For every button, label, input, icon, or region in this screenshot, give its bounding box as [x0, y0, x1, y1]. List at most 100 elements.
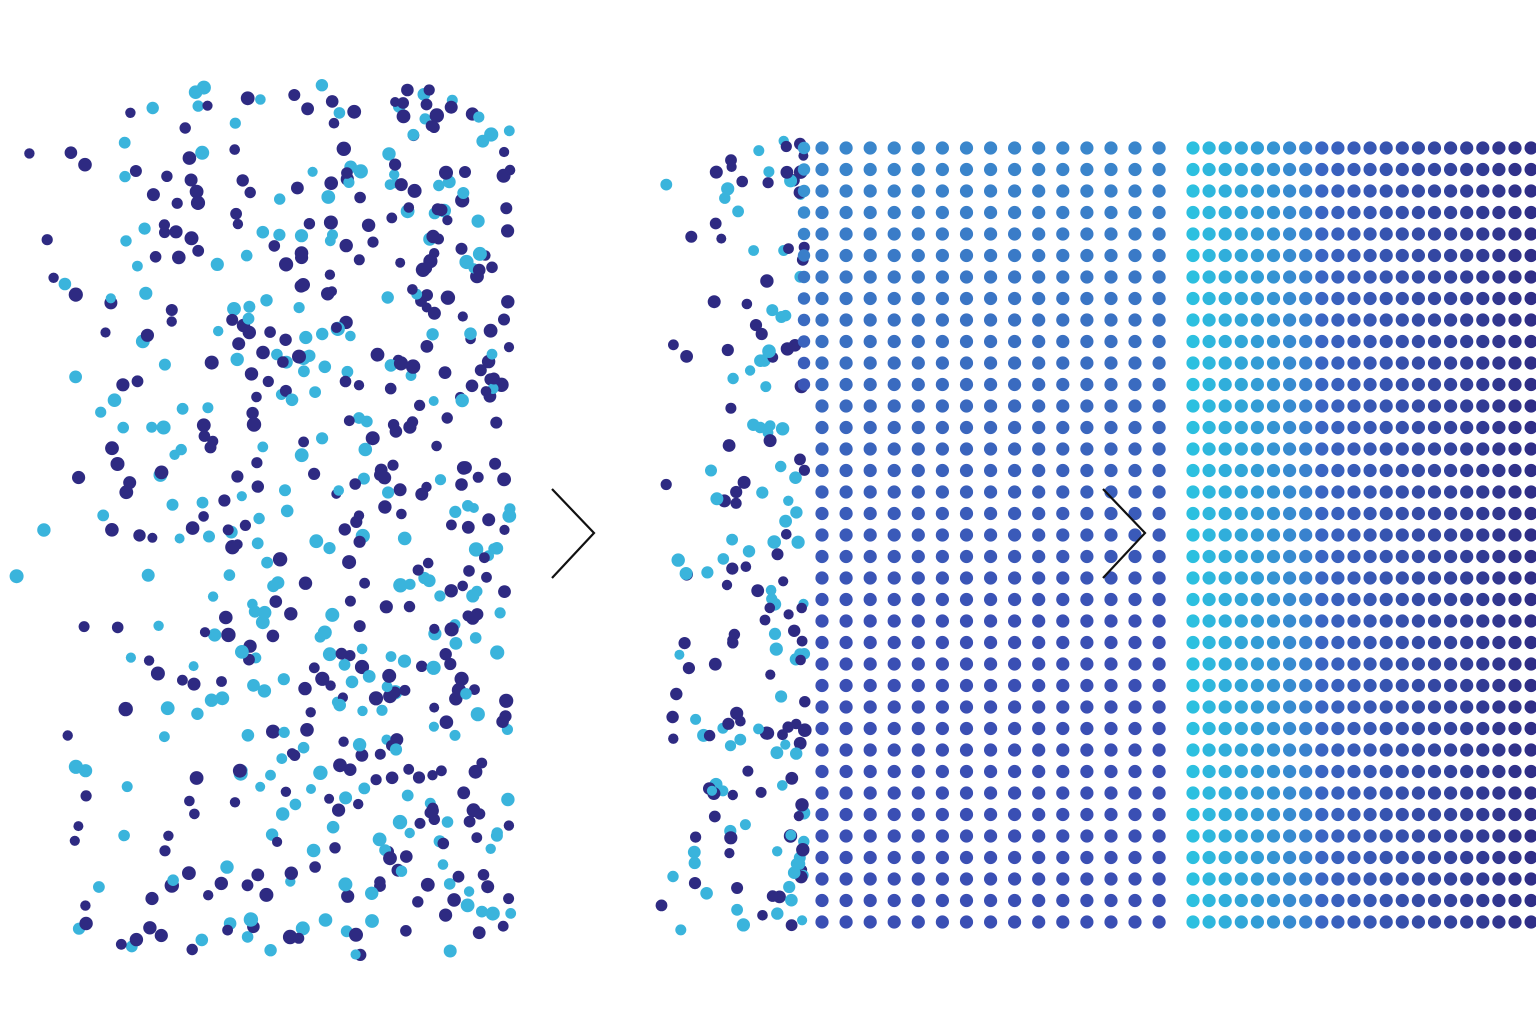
- grid-dot: [1299, 829, 1313, 843]
- grid-dot: [1476, 291, 1490, 306]
- grid-dot: [959, 743, 974, 757]
- grid-dot: [1363, 420, 1377, 435]
- scattered-dot: [455, 242, 468, 255]
- grid-dot: [935, 915, 950, 929]
- grid-dot: [1411, 915, 1425, 929]
- scattered-dot: [93, 881, 105, 893]
- grid-dot: [1508, 506, 1522, 521]
- grid-dot: [1202, 807, 1216, 822]
- scattered-dot: [352, 738, 367, 752]
- scattered-dot: [294, 448, 309, 463]
- grid-dot: [1008, 162, 1022, 177]
- scattered-dot: [422, 557, 434, 569]
- grid-dot: [1152, 850, 1166, 865]
- scattered-dot: [378, 500, 392, 514]
- grid-dot: [1080, 635, 1094, 650]
- grid-dot: [1234, 592, 1248, 607]
- scattered-dot: [444, 100, 458, 114]
- grid-dot: [1331, 635, 1345, 650]
- grid-dot: [1152, 721, 1166, 736]
- grid-dot: [935, 657, 950, 671]
- grid-dot: [1218, 442, 1232, 456]
- grid-dot: [1128, 506, 1142, 521]
- grid-dot: [984, 549, 998, 564]
- scattered-dot: [706, 785, 718, 796]
- grid-dot: [1476, 463, 1490, 478]
- grid-dot: [1444, 592, 1458, 607]
- grid-dot: [1080, 657, 1094, 671]
- grid-dot: [1427, 592, 1442, 607]
- grid-dot: [1218, 227, 1232, 241]
- scattered-dot: [724, 831, 738, 845]
- scattered-dot: [24, 148, 35, 159]
- grid-dot: [1427, 635, 1442, 650]
- grid-dot: [1104, 248, 1118, 263]
- grid-dot: [1460, 227, 1474, 241]
- grid-dot: [1331, 485, 1345, 499]
- grid-dot: [839, 872, 853, 886]
- grid-dot: [839, 915, 853, 929]
- grid-dot: [1152, 528, 1166, 542]
- grid-dot: [1299, 334, 1313, 349]
- scattered-dot: [179, 122, 191, 134]
- grid-dot: [1032, 356, 1046, 370]
- grid-dot: [1266, 678, 1281, 693]
- grid-dot: [887, 528, 901, 542]
- scattered-dot: [279, 484, 291, 497]
- scattered-dot: [100, 327, 111, 338]
- grid-dot: [1524, 657, 1536, 671]
- scattered-dot: [471, 214, 485, 228]
- scattered-dot: [306, 843, 321, 858]
- grid-dot: [1266, 184, 1281, 198]
- scattered-dot: [449, 637, 463, 650]
- grid-dot: [1080, 141, 1094, 155]
- grid-dot: [1032, 162, 1046, 177]
- scattered-dot: [58, 277, 72, 291]
- grid-dot: [1395, 872, 1409, 886]
- grid-dot: [1266, 549, 1281, 564]
- grid-dot: [1524, 635, 1536, 650]
- grid-dot: [1476, 743, 1490, 757]
- grid-dot: [1008, 657, 1022, 671]
- grid-dot: [1283, 743, 1297, 757]
- scattered-dot: [666, 710, 679, 724]
- grid-dot: [1460, 528, 1474, 542]
- grid-dot: [1427, 313, 1442, 327]
- grid-dot: [1444, 227, 1458, 241]
- scattered-dot: [393, 483, 407, 497]
- grid-dot: [1299, 506, 1313, 521]
- grid-dot: [1411, 528, 1425, 542]
- grid-dot: [1056, 700, 1070, 714]
- grid-dot: [1427, 700, 1442, 714]
- grid-dot: [1492, 291, 1506, 306]
- grid-dot: [1331, 786, 1345, 800]
- grid-dot: [1444, 635, 1458, 650]
- grid-dot: [1202, 764, 1216, 779]
- grid-dot: [911, 786, 925, 800]
- scattered-dot: [429, 623, 440, 634]
- scattered-dot: [268, 240, 281, 252]
- grid-dot: [1460, 248, 1474, 263]
- grid-dot: [1444, 334, 1458, 349]
- scattered-dot: [147, 532, 158, 543]
- grid-dot: [1008, 356, 1022, 370]
- grid-dot: [1476, 528, 1490, 542]
- grid-dot: [1032, 657, 1046, 671]
- scattered-dot: [171, 197, 183, 209]
- grid-dot: [1008, 227, 1022, 241]
- scattered-dot: [242, 312, 255, 325]
- grid-dot: [1299, 356, 1313, 370]
- grid-dot: [839, 592, 853, 607]
- grid-dot: [863, 721, 877, 736]
- grid-dot: [1395, 356, 1409, 370]
- grid-dot: [1152, 141, 1166, 155]
- grid-dot: [1032, 227, 1046, 241]
- grid-dot: [1299, 592, 1313, 607]
- scattered-dot: [472, 263, 486, 277]
- grid-dot: [1008, 463, 1022, 478]
- grid-dot: [815, 356, 829, 370]
- grid-dot: [1444, 463, 1458, 478]
- grid-dot: [1283, 270, 1297, 284]
- grid-dot: [1234, 506, 1248, 521]
- grid-dot: [815, 807, 829, 822]
